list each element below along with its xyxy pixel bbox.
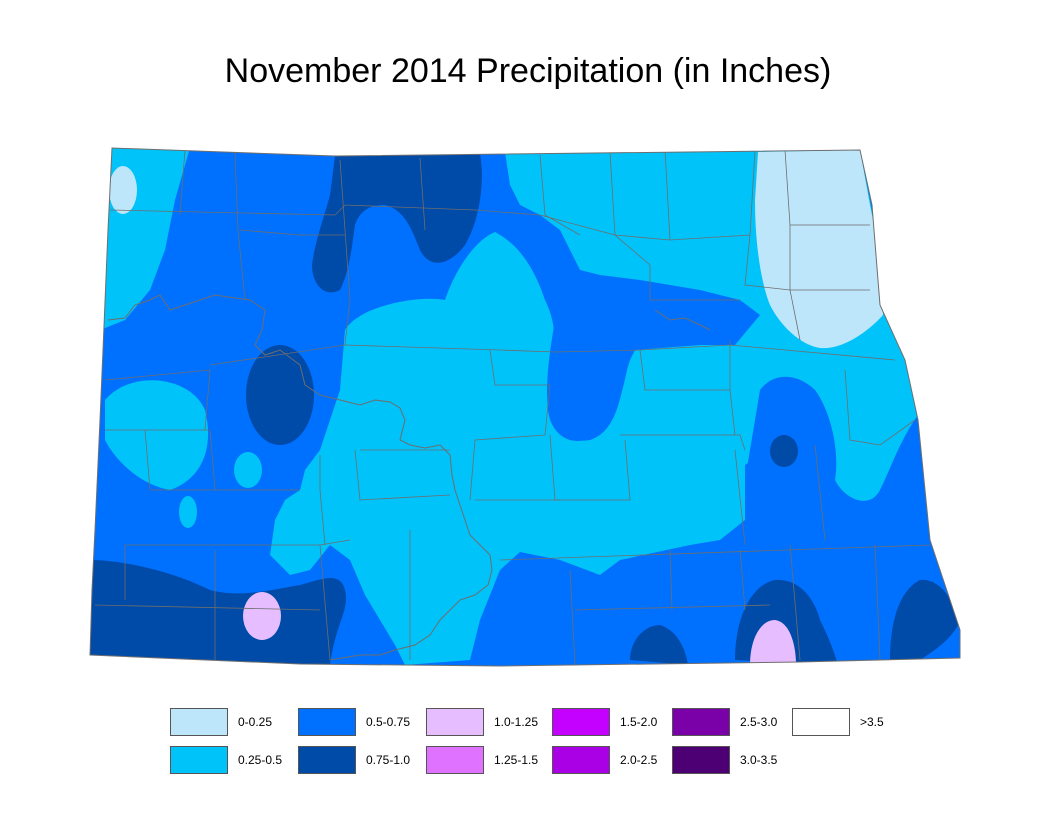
zone-0.75-1.0-far-southeast <box>890 579 958 660</box>
zone-0.25-0.5-dot <box>444 564 456 580</box>
zone-0.25-0.5-west <box>105 380 209 490</box>
legend-label: 0.5-0.75 <box>366 715 411 729</box>
county-boundaries <box>94 149 931 666</box>
state-outline <box>89 147 961 667</box>
zone-0.75-1.0-west-center <box>246 345 314 445</box>
legend-label: 3.0-3.5 <box>740 753 778 767</box>
zone-0.5-0.75-east-lobe <box>547 277 629 441</box>
map-title: November 2014 Precipitation (in Inches) <box>224 52 832 90</box>
legend-label: 2.5-3.0 <box>740 715 778 729</box>
zone-1.0-1.25-southwest <box>243 592 281 640</box>
rivers <box>107 294 711 661</box>
zone-0.75-1.0-east-dot <box>770 435 798 467</box>
legend-swatch <box>170 708 228 736</box>
zone-1.0-1.25-southeast <box>750 620 796 665</box>
legend-label: 0.25-0.5 <box>238 753 283 767</box>
legend-swatch <box>426 746 484 774</box>
legend-swatch <box>672 746 730 774</box>
legend-swatch <box>552 746 610 774</box>
zone-0.25-0.5-central <box>270 232 918 665</box>
zone-0.75-1.0-southwest <box>90 560 347 665</box>
legend-swatch <box>298 746 356 774</box>
legend-label: 2.0-2.5 <box>620 753 658 767</box>
legend-label: 1.0-1.25 <box>494 715 539 729</box>
legend-swatch <box>552 708 610 736</box>
legend-swatch <box>672 708 730 736</box>
legend-swatch <box>298 708 356 736</box>
legend-label: 0-0.25 <box>238 715 273 729</box>
legend-swatch <box>426 708 484 736</box>
legend-swatch <box>170 746 228 774</box>
legend-label: 0.75-1.0 <box>366 753 411 767</box>
legend-swatch <box>792 708 850 736</box>
zone-0.25-0.5-west-spot <box>179 496 197 528</box>
zone-0.75-1.0-south-center <box>630 625 688 665</box>
zone-0.75-1.0-north-center <box>312 154 482 293</box>
zone-0.5-0.75-east-band <box>745 376 930 545</box>
zone-0.25-0.5-spot-left <box>234 452 262 488</box>
legend-label: >3.5 <box>860 715 884 729</box>
legend-label: 1.25-1.5 <box>494 753 539 767</box>
legend-label: 1.5-2.0 <box>620 715 658 729</box>
zone-0-0.25-northeast <box>755 150 883 349</box>
zone-0-0.25-northwest <box>109 166 137 214</box>
